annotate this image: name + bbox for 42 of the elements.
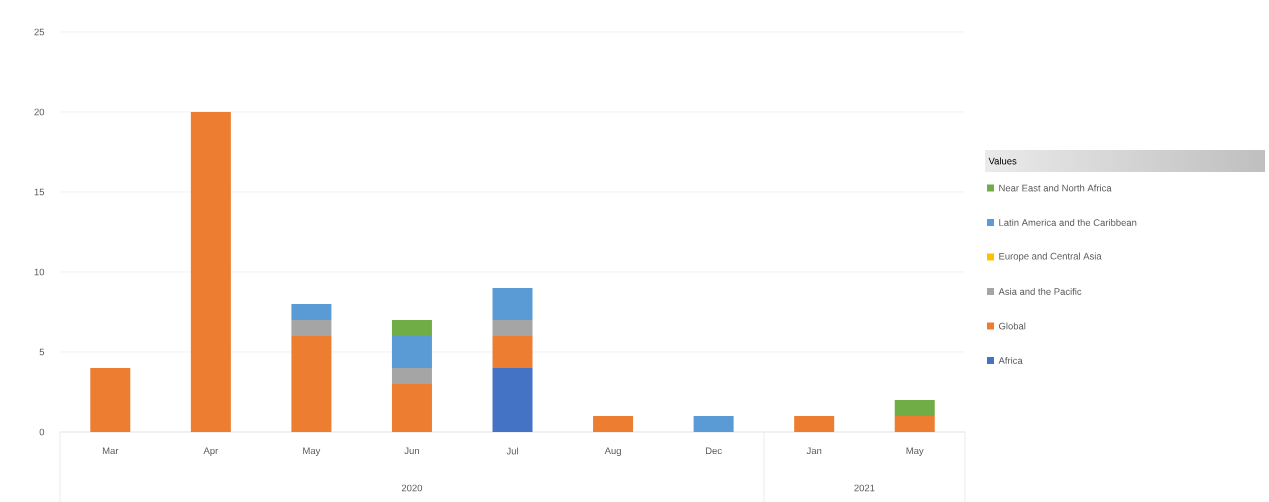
bar: [894, 399, 935, 416]
legend-label: Africa: [998, 357, 1023, 364]
legend-label: Global: [998, 322, 1026, 330]
x-tick-label: Jan: [806, 447, 822, 455]
x-tick-label: Apr: [203, 447, 219, 456]
bar: [391, 319, 432, 336]
legend-label: Europe and Central Asia: [999, 252, 1102, 262]
text: 2020: [401, 484, 423, 492]
bar: [291, 335, 332, 432]
legend-label: Asia and the Pacific: [998, 288, 1082, 295]
bar: [391, 335, 432, 368]
x-tick-label: Aug: [604, 447, 621, 456]
bar: [291, 303, 332, 320]
bar: [291, 319, 332, 336]
y-tick-label: 5: [39, 348, 45, 356]
bar: [593, 415, 634, 432]
bar: [190, 111, 231, 432]
legend-label: Latin America and the Caribbean: [999, 219, 1137, 226]
x-tick-label: Jun: [404, 447, 419, 455]
y-tick-label: 0: [39, 428, 45, 436]
y-tick-label: 15: [34, 188, 45, 196]
x-tick-label: Jul: [506, 447, 518, 455]
bar: [894, 415, 935, 432]
bar: [391, 367, 432, 384]
bar: [492, 319, 533, 336]
bar: [90, 367, 131, 432]
bar: [693, 415, 734, 432]
bar: [492, 287, 533, 320]
y-tick-label: 10: [34, 268, 45, 276]
x-tick-label: Mar: [102, 447, 119, 455]
bar: [492, 335, 533, 368]
x-tick-label: Dec: [705, 447, 722, 455]
x-tick-label: May: [906, 447, 924, 456]
bar: [391, 383, 432, 432]
y-tick-label: 25: [34, 28, 45, 36]
x-tick-label: May: [303, 447, 321, 456]
legend-title: Values: [988, 157, 1017, 165]
bar: [794, 415, 835, 432]
y-tick-label: 20: [34, 108, 45, 116]
bar: [492, 367, 533, 432]
legend-label: Near East and North Africa: [999, 184, 1112, 192]
text: 2021: [854, 484, 875, 492]
